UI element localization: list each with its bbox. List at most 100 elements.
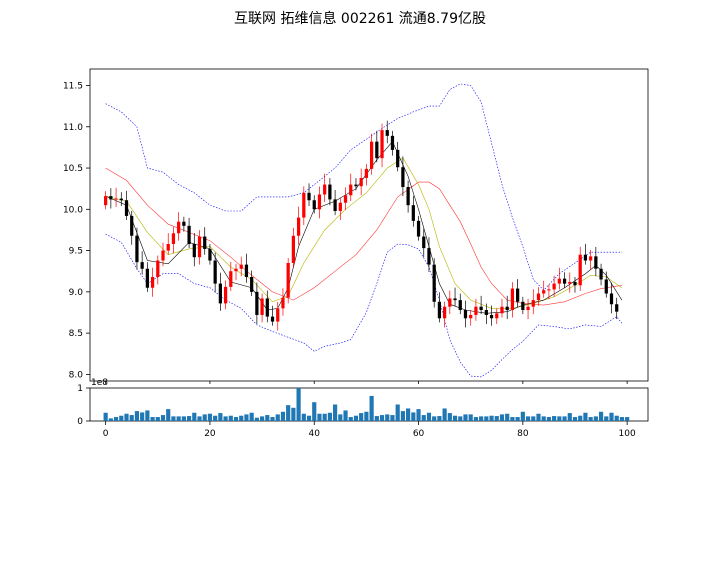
candle-body — [177, 221, 181, 234]
candle — [307, 183, 311, 207]
volume-bar — [510, 417, 515, 421]
volume-bar — [458, 416, 463, 421]
candle-body — [516, 288, 520, 302]
candle-body — [234, 268, 238, 272]
candle-body — [286, 262, 290, 298]
candle — [495, 308, 499, 325]
candle-body — [594, 256, 598, 269]
candle-body — [317, 194, 322, 210]
candle — [427, 237, 431, 273]
candle — [489, 305, 494, 326]
candle-body — [223, 286, 228, 304]
candle — [328, 178, 332, 206]
volume-bar — [223, 416, 228, 421]
candle — [531, 289, 535, 315]
volume-bar — [411, 412, 416, 421]
candle — [458, 293, 462, 315]
volume-bar — [265, 415, 270, 421]
candle — [317, 186, 322, 219]
volume-bar — [572, 417, 578, 421]
candle-body — [411, 205, 415, 221]
volume-bar — [348, 417, 353, 421]
candle — [526, 298, 530, 320]
candle — [594, 246, 598, 277]
volume-bar — [145, 410, 150, 421]
candle — [516, 279, 520, 308]
candle-body — [182, 221, 186, 226]
volume-bar — [113, 417, 119, 421]
candle — [244, 253, 249, 283]
volume-bar — [228, 415, 233, 421]
candle-body — [203, 236, 207, 249]
volume-bar — [609, 412, 614, 421]
candle-body — [479, 306, 483, 311]
volume-bar — [181, 416, 186, 421]
volume-bar — [379, 415, 385, 421]
volume-bar — [249, 412, 254, 421]
volume-axes-frame — [89, 387, 649, 422]
candle — [270, 305, 275, 326]
candle-body — [197, 236, 202, 258]
candle — [469, 310, 473, 326]
price-y-tick-label: 11.5 — [63, 82, 83, 92]
volume-bar — [124, 413, 129, 421]
volume-bar — [426, 412, 432, 421]
volume-bar — [291, 407, 296, 421]
volume-bar — [207, 413, 213, 421]
candle — [255, 282, 259, 325]
candle — [609, 282, 614, 314]
candle — [234, 263, 238, 281]
candle-body — [260, 298, 264, 315]
volume-bar — [447, 413, 452, 421]
candle — [463, 300, 468, 328]
candle — [208, 243, 212, 265]
candle — [453, 287, 457, 306]
candle — [109, 188, 113, 209]
volume-bar — [134, 411, 140, 421]
volume-y-tick-label: 0 — [77, 417, 83, 427]
volume-bar — [525, 416, 531, 421]
candle-body — [489, 314, 494, 319]
candle — [411, 195, 415, 227]
volume-bar — [479, 416, 484, 421]
candle-body — [521, 301, 525, 311]
volume-bar — [353, 415, 359, 421]
volume-x-tick-label: 100 — [619, 429, 636, 439]
volume-x-tick-label: 20 — [204, 429, 216, 439]
candle-body — [270, 316, 275, 322]
price-y-tick-label: 11.0 — [63, 123, 83, 133]
volume-bar — [166, 409, 171, 421]
candle — [401, 156, 405, 197]
candle — [130, 210, 134, 245]
volume-bar — [468, 414, 473, 421]
volume-bar — [619, 417, 625, 421]
volume-panel: 0 1 1e8 0 20 40 60 80 100 — [77, 378, 649, 439]
volume-bar — [515, 417, 520, 421]
candle-body — [453, 298, 457, 301]
candle — [369, 133, 374, 175]
candle — [380, 123, 384, 168]
candle-body — [396, 149, 400, 168]
volume-bar — [520, 411, 525, 421]
candle-body — [250, 277, 254, 292]
candle-body — [448, 298, 452, 307]
candle — [615, 297, 619, 320]
candle — [276, 301, 280, 331]
candle — [333, 190, 337, 216]
candle-body — [427, 248, 431, 265]
candle — [448, 290, 452, 315]
candle — [187, 217, 191, 249]
volume-bar — [432, 416, 437, 421]
volume-bar — [192, 412, 197, 421]
candle-body — [156, 260, 160, 277]
candle — [213, 252, 217, 293]
volume-x-tick-label: 80 — [517, 429, 529, 439]
candle-body — [583, 254, 588, 261]
candle-body — [500, 306, 504, 314]
candle-body — [573, 281, 577, 286]
volume-bar — [614, 415, 619, 421]
candle-body — [104, 196, 108, 206]
volume-bar — [552, 416, 557, 421]
candle — [250, 270, 254, 296]
candle-body — [359, 177, 363, 187]
